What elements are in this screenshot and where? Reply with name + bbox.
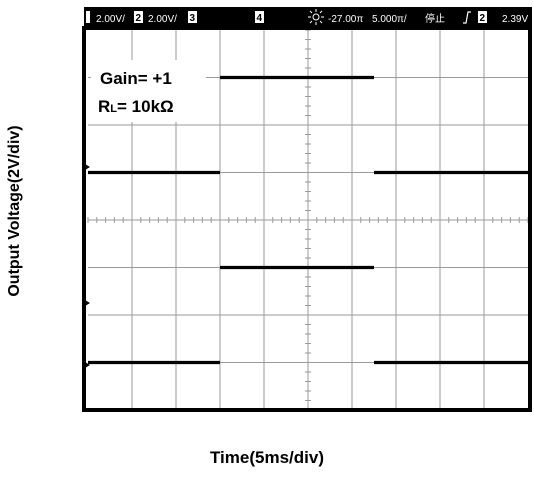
ref-marker-icon — [85, 362, 90, 368]
run-state: 停止 — [425, 12, 445, 25]
trigger-position: -27.00π — [328, 14, 363, 25]
timebase: 5.000π/ — [372, 14, 407, 25]
screen-frame — [82, 26, 532, 412]
ch2-badge-box — [134, 11, 143, 23]
ch3-badge: 3 — [190, 13, 196, 24]
rl-prefix: R — [98, 97, 110, 116]
x-axis-label: Time(5ms/div) — [209, 448, 324, 467]
trigger-channel-box — [478, 11, 487, 23]
ch4-badge: 4 — [257, 13, 263, 24]
annotation-box — [91, 60, 206, 122]
ch2-marker-icon — [85, 300, 90, 306]
load-resistance-label: RL= 10kΩ — [98, 97, 174, 116]
status-bar-content: 2.00V/ 2 2.00V/ 3 4 -27.00π 5.000π/ 停止 — [86, 9, 528, 25]
rl-subscript: L — [110, 103, 117, 115]
ch2-badge: 2 — [136, 13, 142, 24]
ch3-badge-box — [188, 11, 197, 23]
rl-value: = 10kΩ — [117, 97, 174, 116]
trigger-channel: 2 — [480, 13, 486, 24]
traces — [88, 75, 528, 365]
gain-label: Gain= +1 — [100, 69, 172, 88]
ch1-scale: 2.00V/ — [96, 14, 125, 25]
trigger-level: 2.39V — [502, 14, 528, 25]
ch2-scale: 2.00V/ — [148, 14, 177, 25]
ch1-badge — [86, 11, 90, 23]
trigger-sun-icon — [308, 9, 324, 25]
ch4-badge-box — [255, 11, 264, 23]
edge-slope-icon — [463, 11, 471, 24]
ch1-marker-icon — [85, 164, 90, 170]
y-axis-label: Output Voltage(2V/div) — [6, 125, 23, 297]
